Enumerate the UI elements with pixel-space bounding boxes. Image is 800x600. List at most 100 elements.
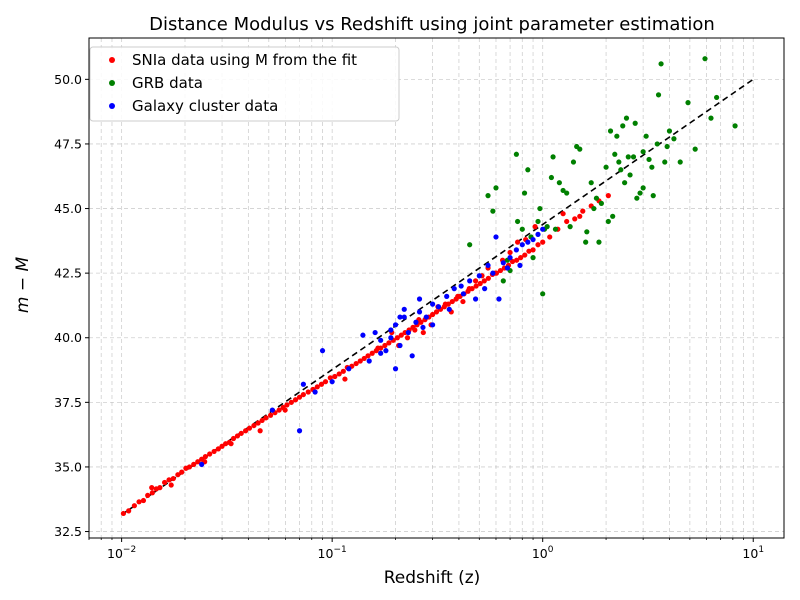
cluster-point xyxy=(458,283,464,289)
cluster-point xyxy=(435,304,442,310)
cluster-point xyxy=(430,322,436,328)
sn-point xyxy=(455,293,461,299)
sn-point xyxy=(481,278,487,284)
sn-point xyxy=(336,371,342,377)
sn-point xyxy=(126,508,132,514)
grb-point xyxy=(664,143,670,150)
sn-point xyxy=(305,389,311,395)
y-tick-label: 40.0 xyxy=(54,330,82,345)
sn-point xyxy=(577,213,583,219)
sn-point xyxy=(442,301,448,307)
grb-point xyxy=(537,205,543,212)
sn-point xyxy=(430,311,436,318)
grb-point xyxy=(521,190,528,196)
sn-point xyxy=(219,443,225,449)
cluster-point xyxy=(366,358,372,364)
grb-point xyxy=(666,128,673,134)
cluster-point xyxy=(519,242,525,248)
model-line-layer xyxy=(121,78,754,516)
cluster-point xyxy=(199,461,205,467)
grb-point xyxy=(677,159,683,165)
cluster-point xyxy=(460,291,466,297)
cluster-point xyxy=(388,327,394,333)
cluster-point xyxy=(300,381,306,387)
grb-point xyxy=(605,218,611,225)
sn-point xyxy=(267,412,274,418)
sn-point xyxy=(288,399,294,405)
grb-point xyxy=(548,174,555,181)
grb-point xyxy=(655,92,662,98)
sn-point xyxy=(282,407,288,413)
cluster-point xyxy=(444,293,450,299)
sn-point xyxy=(234,433,241,439)
grb-point xyxy=(593,195,600,201)
sn-point xyxy=(369,350,375,356)
sn-point xyxy=(532,224,538,230)
sn-point xyxy=(535,242,541,248)
sn-point xyxy=(564,218,570,225)
sn-point xyxy=(472,278,479,284)
sn-point xyxy=(263,415,269,421)
sn-point xyxy=(211,448,217,455)
sn-point xyxy=(257,428,263,434)
cluster-point xyxy=(401,306,407,312)
sn-point xyxy=(382,342,388,349)
cluster-point xyxy=(446,306,452,312)
sn-point xyxy=(386,340,392,346)
sn-point xyxy=(357,358,363,364)
legend-marker xyxy=(109,80,115,86)
grb-point xyxy=(708,115,714,121)
grb-point xyxy=(650,193,656,199)
cluster-point xyxy=(392,322,399,328)
sn-point xyxy=(255,420,261,426)
grb-point xyxy=(550,154,556,160)
grb-point xyxy=(640,149,646,155)
sn-point xyxy=(560,211,566,217)
grb-point xyxy=(610,213,616,219)
sn-point xyxy=(449,298,455,305)
grid xyxy=(88,38,784,538)
sn-point xyxy=(466,286,472,292)
sn-point xyxy=(284,402,290,408)
sn-point xyxy=(228,441,234,447)
cluster-point xyxy=(507,255,513,261)
sn-point xyxy=(361,355,367,362)
sn-point xyxy=(292,397,299,403)
grb-point xyxy=(620,123,626,129)
cluster-point xyxy=(413,319,419,325)
sn-point xyxy=(572,216,578,222)
grb-point xyxy=(567,224,573,230)
plot-frame xyxy=(88,37,785,539)
grb-point xyxy=(500,278,506,284)
grb-point xyxy=(564,190,570,196)
sn-point xyxy=(246,425,253,431)
sn-point xyxy=(322,379,329,385)
legend: SNIa data using M from the fit GRB data Ga… xyxy=(89,46,400,122)
grb-point xyxy=(588,180,594,186)
grb-point xyxy=(649,164,655,170)
cluster-point xyxy=(360,332,366,338)
data-points xyxy=(120,56,738,517)
sn-point xyxy=(318,381,325,387)
cluster-point xyxy=(420,324,426,331)
grb-point xyxy=(607,128,614,134)
legend-marker xyxy=(109,57,115,63)
sn-point xyxy=(296,394,303,400)
cluster-point xyxy=(296,428,303,434)
legend-box xyxy=(89,46,400,122)
sn-point xyxy=(515,239,521,245)
sn-point xyxy=(477,280,483,287)
sn-point xyxy=(300,391,306,398)
cluster-point xyxy=(530,236,536,243)
y-tick-label: 47.5 xyxy=(54,136,82,151)
cluster-point xyxy=(476,273,482,279)
grb-point xyxy=(596,239,602,245)
sn-point xyxy=(179,469,185,475)
cluster-point xyxy=(525,239,531,245)
sn-point xyxy=(412,327,418,333)
sn-point xyxy=(404,335,411,341)
sn-point xyxy=(242,428,249,434)
sn-point xyxy=(161,479,168,486)
sn-point xyxy=(140,497,147,504)
sn-point xyxy=(522,252,528,258)
